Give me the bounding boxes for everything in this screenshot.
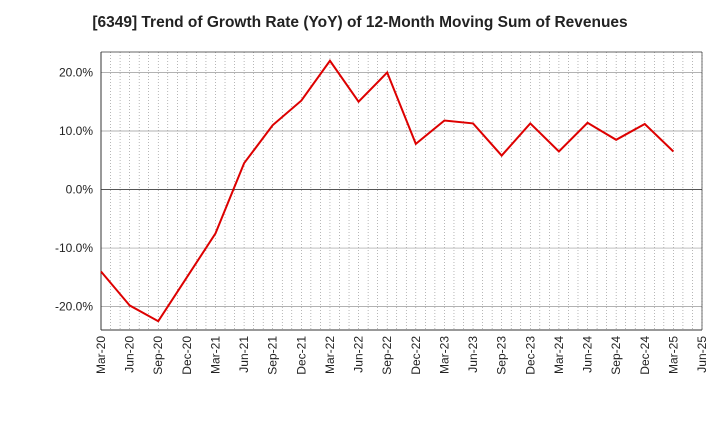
- x-tick-label: Jun-20: [123, 336, 137, 373]
- x-tick-label: Jun-22: [352, 336, 366, 373]
- x-tick-label: Sep-23: [495, 336, 509, 375]
- x-tick-label: Mar-24: [552, 336, 566, 374]
- y-tick-label: 20.0%: [59, 65, 93, 79]
- x-tick-label: Jun-23: [466, 336, 480, 373]
- x-tick-label: Dec-24: [638, 336, 652, 375]
- x-tick-label: Jun-24: [581, 336, 595, 373]
- x-tick-label: Dec-22: [409, 336, 423, 375]
- x-tick-label: Jun-21: [237, 336, 251, 373]
- x-tick-label: Dec-23: [523, 336, 537, 375]
- x-tick-label: Sep-20: [151, 336, 165, 375]
- y-tick-label: -20.0%: [55, 300, 93, 314]
- chart-title: [6349] Trend of Growth Rate (YoY) of 12-…: [92, 14, 628, 31]
- plot-background: [101, 52, 702, 330]
- y-tick-label: 10.0%: [59, 124, 93, 138]
- x-tick-label: Mar-20: [94, 336, 108, 374]
- x-tick-label: Mar-25: [666, 336, 680, 374]
- x-tick-label: Jun-25: [695, 336, 709, 373]
- x-tick-label: Mar-21: [208, 336, 222, 374]
- x-tick-label: Sep-21: [266, 336, 280, 375]
- y-tick-label: -10.0%: [55, 241, 93, 255]
- x-tick-label: Sep-24: [609, 336, 623, 375]
- x-tick-label: Mar-23: [437, 336, 451, 374]
- x-tick-label: Dec-20: [180, 336, 194, 375]
- y-tick-label: 0.0%: [66, 183, 94, 197]
- x-tick-label: Sep-22: [380, 336, 394, 375]
- x-tick-label: Dec-21: [294, 336, 308, 375]
- x-tick-label: Mar-22: [323, 336, 337, 374]
